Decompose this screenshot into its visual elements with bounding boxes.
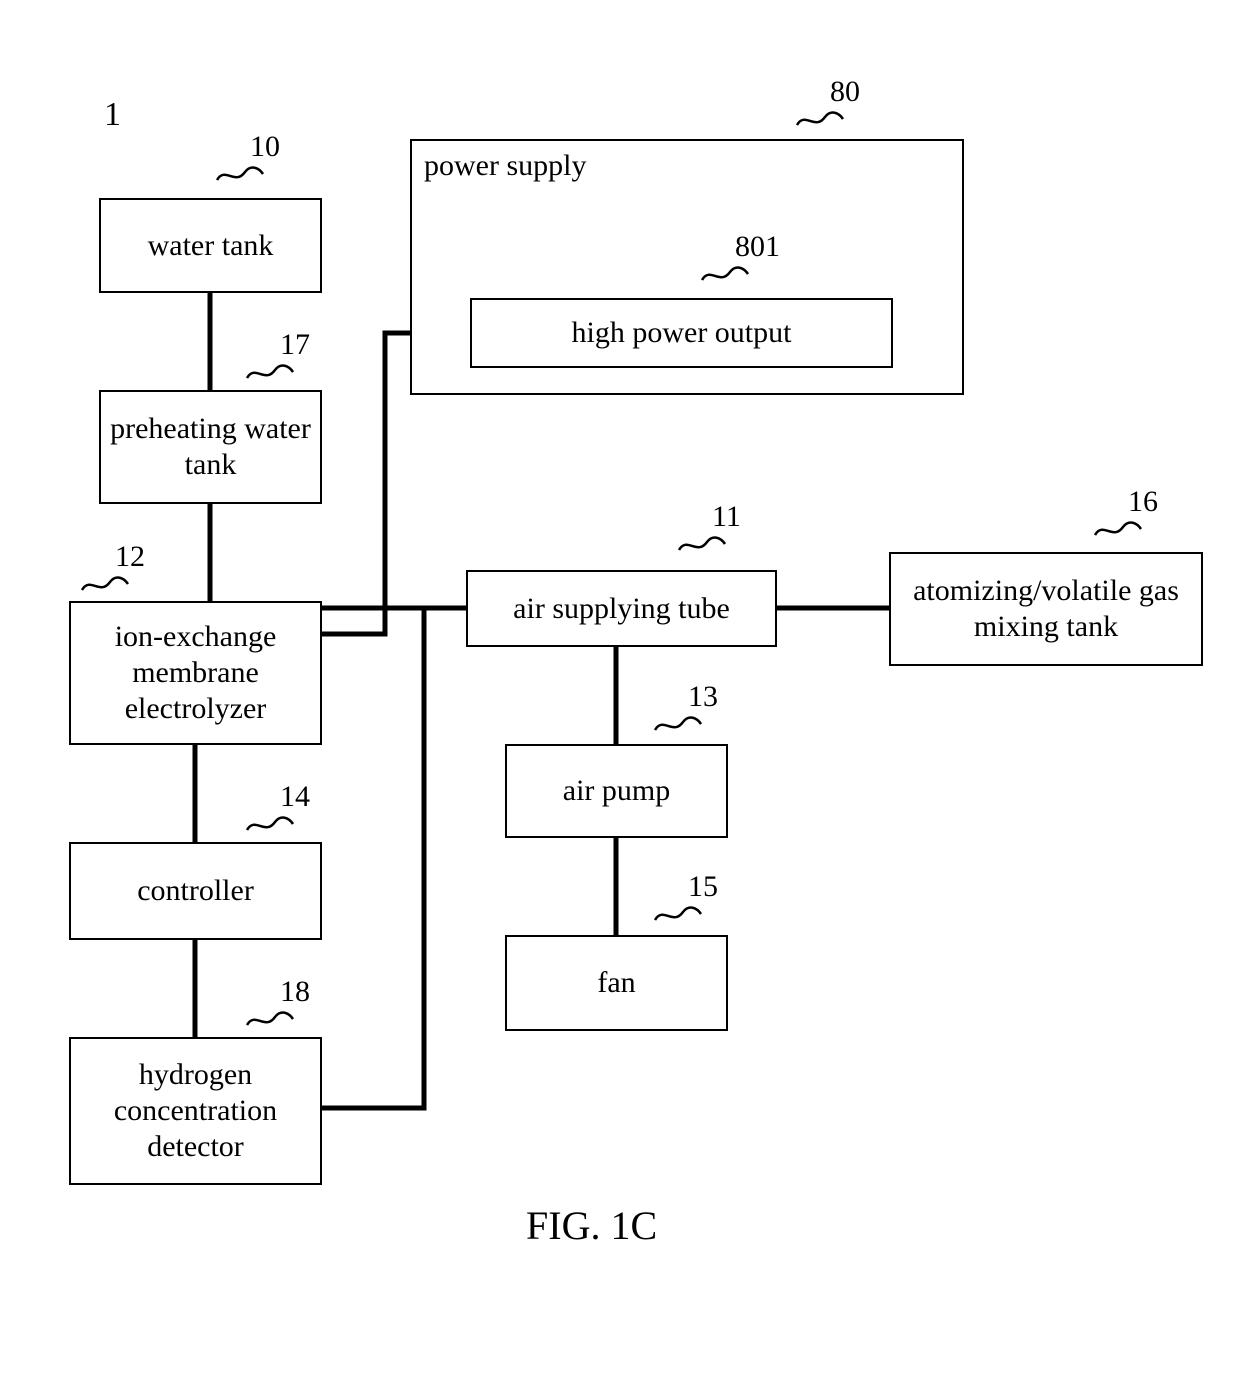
ref-leader-13 xyxy=(653,712,703,736)
mixing-tank-text: atomizing/volatile gas mixing tank xyxy=(895,573,1197,645)
power-supply-label: power supply xyxy=(424,149,586,183)
air-pump-text: air pump xyxy=(563,773,670,809)
ref-label-18: 18 xyxy=(280,975,310,1009)
electrolyzer-text: ion-exchange membrane electrolyzer xyxy=(75,619,316,727)
fan-box: fan xyxy=(505,935,728,1031)
controller-box: controller xyxy=(69,842,322,940)
ref-label-80: 80 xyxy=(830,75,860,109)
air-pump-box: air pump xyxy=(505,744,728,838)
ref-label-10: 10 xyxy=(250,130,280,164)
ref-leader-16 xyxy=(1093,517,1143,541)
ref-leader-15 xyxy=(653,902,703,926)
water-tank-box: water tank xyxy=(99,198,322,293)
ref-label-12: 12 xyxy=(115,540,145,574)
ref-label-13: 13 xyxy=(688,680,718,714)
ref-leader-80 xyxy=(795,107,845,131)
diagram-canvas: 1 power supply high power output water t… xyxy=(0,0,1240,1391)
preheating-water-tank-box: preheating water tank xyxy=(99,390,322,504)
air-tube-text: air supplying tube xyxy=(513,591,730,627)
ref-leader-11 xyxy=(677,532,727,556)
ref-label-15: 15 xyxy=(688,870,718,904)
h2-detector-text: hydrogen concentration detector xyxy=(75,1057,316,1165)
ref-leader-14 xyxy=(245,812,295,836)
fan-text: fan xyxy=(597,965,635,1001)
system-ref-label: 1 xyxy=(104,96,121,134)
ref-label-11: 11 xyxy=(712,500,741,534)
ref-label-801: 801 xyxy=(735,230,780,264)
ref-label-14: 14 xyxy=(280,780,310,814)
h2-detector-box: hydrogen concentration detector xyxy=(69,1037,322,1185)
ref-leader-12 xyxy=(80,572,130,596)
ref-leader-801 xyxy=(700,262,750,286)
air-tube-box: air supplying tube xyxy=(466,570,777,647)
mixing-tank-box: atomizing/volatile gas mixing tank xyxy=(889,552,1203,666)
ref-label-16: 16 xyxy=(1128,485,1158,519)
preheating-water-tank-text: preheating water tank xyxy=(105,411,316,483)
ref-leader-18 xyxy=(245,1007,295,1031)
high-power-output-box: high power output xyxy=(470,298,893,368)
ref-leader-17 xyxy=(245,360,295,384)
water-tank-text: water tank xyxy=(148,228,274,264)
figure-caption: FIG. 1C xyxy=(526,1202,657,1249)
ref-label-17: 17 xyxy=(280,328,310,362)
electrolyzer-box: ion-exchange membrane electrolyzer xyxy=(69,601,322,745)
controller-text: controller xyxy=(137,873,254,909)
high-power-output-text: high power output xyxy=(572,315,792,351)
ref-leader-10 xyxy=(215,162,265,186)
